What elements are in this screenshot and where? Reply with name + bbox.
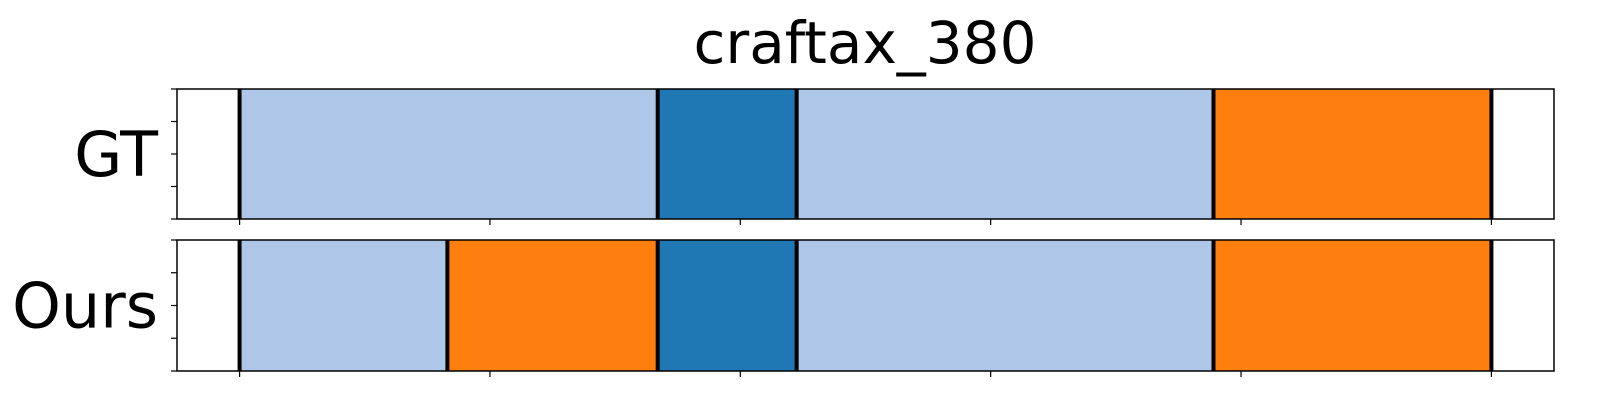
panel-gt: GT [74,88,1555,225]
segment-gt-0 [239,89,658,219]
segment-ours-3 [796,240,1214,371]
segment-ours-1 [447,240,658,371]
segment-ours-4 [1213,240,1492,371]
chart-title: craftax_380 [694,9,1037,77]
segment-ours-0 [239,240,448,371]
segment-gt-2 [796,89,1214,219]
segment-gt-3 [1213,89,1492,219]
row-label-gt: GT [74,118,159,191]
row-label-ours: Ours [12,270,158,343]
panels: GT Ours [12,88,1555,377]
panel-ours: Ours [12,239,1555,377]
segment-gt-1 [657,89,797,219]
segment-ours-2 [657,240,797,371]
